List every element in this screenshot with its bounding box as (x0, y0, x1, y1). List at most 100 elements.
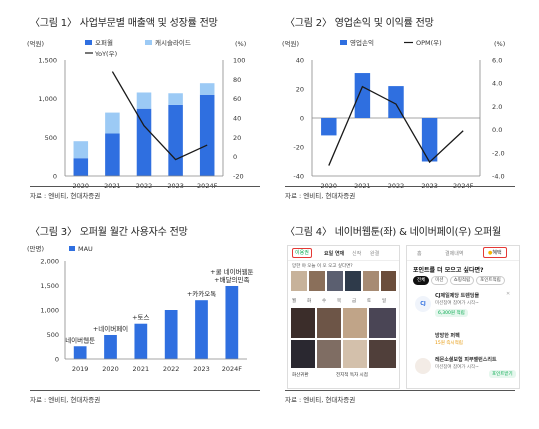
y-axis-unit: (억원) (282, 39, 299, 48)
thumbnail[interactable] (343, 308, 367, 338)
day-tab[interactable]: 금 (352, 299, 357, 304)
close-icon[interactable]: ✕ (506, 291, 511, 297)
chart-source: 자료 : 엔비티, 현대차증권 (30, 192, 101, 200)
filter-chip[interactable]: 쇼핑적립 (449, 276, 475, 285)
bar-annotation: 네이버웹툰 (65, 335, 95, 344)
chart-title: 〈그림 2〉 영업손익 및 이익률 전망 (285, 18, 434, 29)
y-tick-label: 0 (300, 115, 304, 123)
x-tick-label: 2022 (163, 365, 180, 373)
revenue-chart: (억원) (%) 오퍼월 캐시슬라이드 YoY(우) 0 500 1,000 1,500 -20 0… (27, 38, 246, 190)
bar-mau (164, 310, 178, 359)
y-tick-label: 0 (53, 173, 57, 181)
y2-tick-label: 2.0 (492, 103, 502, 111)
bar-operating-profit (354, 73, 371, 118)
bar-offerwall (199, 94, 215, 176)
tab-benefit-label: 혜택 (492, 250, 502, 256)
operating-profit-chart: (억원) (%) 영업손익 OPM(우) -40 -20 0 20 40 -4.0 -2.0 0.0 2… (282, 38, 505, 190)
pay-header: 홈 결제내역 ●혜택 (407, 246, 519, 261)
y-tick-label: 1,500 (40, 282, 59, 290)
tab-benefit[interactable]: ●혜택 (483, 247, 507, 258)
divider (285, 390, 515, 391)
day-tab[interactable]: 토 (367, 299, 372, 304)
day-tab[interactable]: 목 (337, 299, 342, 304)
filter-chip[interactable]: 포인트적립 (476, 276, 505, 285)
bar-mau (73, 346, 87, 359)
y2-tick-label: 20 (233, 134, 241, 142)
card-point-button[interactable]: 6,300원 적립 (435, 309, 468, 317)
y-tick-label: 500 (47, 331, 59, 339)
card-title: CJ제일제당 트렌딩몰 (435, 293, 480, 299)
y-tick-label: 20 (296, 86, 304, 94)
promo-banner[interactable]: 망한 야 오늘 이 오 오고 싶다면? (292, 264, 353, 269)
thumbnail[interactable] (343, 340, 367, 368)
day-tab[interactable]: 화 (307, 299, 312, 304)
x-tick-label: 2019 (72, 365, 89, 373)
tab-history[interactable]: 결제내역 (445, 251, 464, 257)
coupon-badge[interactable]: 이용권 (292, 248, 312, 258)
y2-tick-label: -4.0 (492, 173, 505, 181)
bar-mau (134, 323, 148, 359)
thumbnail[interactable] (363, 271, 379, 291)
panel-offerwall-screens: 〈그림 4〉 네이버웹툰(좌) & 네이버페이(우) 오퍼월 이용권 요일 연재… (285, 223, 525, 393)
y-axis-unit: (억원) (27, 39, 44, 48)
day-tab[interactable]: 월 (292, 299, 297, 304)
thumbnail[interactable] (327, 271, 343, 291)
day-tabs: 월 화 수 목 금 토 일 (292, 298, 396, 306)
thumbnail-row-1 (291, 271, 396, 297)
thumbnail-grid (291, 308, 396, 368)
bar-annotation: +쿨 네이버웹툰 (210, 267, 253, 276)
thumbnail[interactable] (291, 340, 315, 368)
tab-home[interactable]: 홈 (417, 251, 422, 257)
thumbnail[interactable] (317, 308, 341, 338)
y2-tick-label: 0 (233, 153, 237, 161)
thumbnail[interactable] (291, 271, 307, 291)
filter-chip[interactable]: 전체 (413, 276, 430, 285)
bar-annotation: +배달의민족 (214, 275, 249, 284)
offer-card-1[interactable]: CJ CJ제일제당 트렌딩몰 미션참여 참여가 시작~ 6,300원 적립 ✕ (413, 288, 513, 324)
tab-complete[interactable]: 완결 (370, 251, 380, 257)
legend-label: 오퍼월 (95, 38, 113, 47)
filter-chip[interactable]: 미션 (431, 276, 448, 285)
x-tick-label: 2020 (102, 365, 119, 373)
card-point-button[interactable]: 포인트받기 (489, 370, 516, 378)
y-tick-label: 1,000 (38, 95, 57, 103)
day-tab[interactable]: 수 (322, 299, 327, 304)
y-tick-label: 1,500 (38, 57, 57, 65)
chart-title: 〈그림 1〉 사업부문별 매출액 및 성장률 전망 (30, 18, 218, 29)
tab-new[interactable]: 신작 (352, 251, 362, 257)
thumbnail[interactable] (345, 271, 361, 291)
thumbnail[interactable] (369, 340, 396, 368)
chart-title: 〈그림 4〉 네이버웹툰(좌) & 네이버페이(우) 오퍼월 (285, 227, 502, 238)
headline: 포인트를 더 모으고 싶다면? (413, 267, 484, 274)
bar-mau (104, 334, 117, 359)
webtoon-header: 이용권 요일 연재 신작 완결 (288, 246, 399, 261)
naverpay-screenshot: 홈 결제내역 ●혜택 포인트를 더 모으고 싶다면? 전체 미션 쇼핑적립 포인트적립… (406, 245, 520, 389)
y2-tick-label: 6.0 (492, 57, 502, 65)
panel-mau: 〈그림 3〉 오퍼월 월간 사용자수 전망 (만명) MAU 0 500 1,000 1,… (27, 223, 260, 393)
yoy-line (111, 71, 208, 161)
divider (285, 186, 515, 187)
chart-source: 자료 : 엔비티, 현대차증권 (285, 396, 356, 404)
tab-daily[interactable]: 요일 연재 (324, 251, 345, 257)
y2-tick-label: -2.0 (492, 149, 505, 157)
offer-card-2[interactable]: 방방한 퍼펙 15원 즉시적립 (413, 332, 513, 350)
x-tick-label: 2021 (133, 365, 150, 373)
y2-tick-label: 100 (233, 57, 245, 65)
y2-axis-unit: (%) (235, 40, 246, 48)
card-subtitle: 미션참여 참여가 시작~ (435, 301, 479, 306)
bar-annotation: +토스 (132, 314, 149, 322)
thumbnail[interactable] (309, 271, 325, 291)
card-title: 방방한 퍼펙 (435, 333, 460, 339)
offer-card-3[interactable]: 레몬소셜보험 피부밸런스리트 미션참여 참여가 시작~ 포인트받기 (413, 354, 516, 380)
thumbnail[interactable] (381, 271, 396, 291)
thumbnail[interactable] (317, 340, 341, 368)
bottom-title-2: 전지적 독자 시점 (336, 373, 368, 378)
chart-source: 자료 : 엔비티, 현대차증권 (285, 192, 356, 200)
chart-source: 자료 : 엔비티, 현대차증권 (30, 396, 101, 404)
divider (30, 390, 260, 391)
mau-chart: (만명) MAU 0 500 1,000 1,500 2,000 2019 네이버웹툰 2020 +… (27, 244, 254, 373)
thumbnail[interactable] (369, 308, 396, 338)
day-tab[interactable]: 일 (382, 299, 387, 304)
legend-swatch (340, 40, 347, 45)
thumbnail[interactable] (291, 308, 315, 338)
